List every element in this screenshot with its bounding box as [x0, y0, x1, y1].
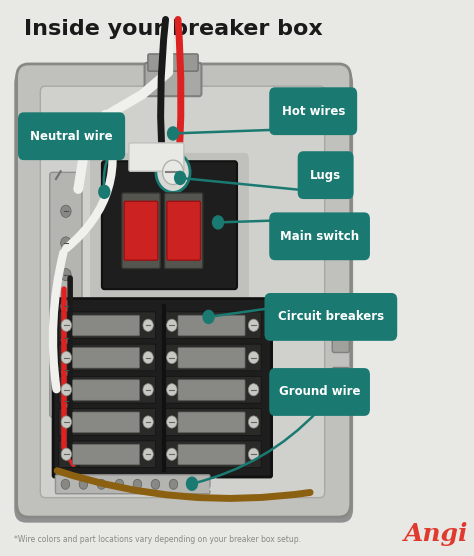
Circle shape	[61, 269, 71, 281]
Circle shape	[61, 319, 72, 331]
FancyBboxPatch shape	[59, 344, 155, 371]
Circle shape	[167, 384, 177, 396]
FancyBboxPatch shape	[129, 143, 184, 171]
FancyBboxPatch shape	[59, 312, 155, 339]
Text: *Wire colors and part locations vary depending on your breaker box setup.: *Wire colors and part locations vary dep…	[14, 535, 301, 544]
Circle shape	[79, 479, 88, 489]
Circle shape	[167, 448, 177, 460]
Circle shape	[61, 300, 71, 312]
FancyBboxPatch shape	[269, 368, 370, 416]
FancyBboxPatch shape	[178, 412, 245, 433]
FancyBboxPatch shape	[164, 312, 261, 339]
FancyBboxPatch shape	[17, 64, 351, 517]
FancyBboxPatch shape	[55, 475, 210, 494]
FancyBboxPatch shape	[73, 348, 139, 368]
FancyBboxPatch shape	[145, 63, 201, 96]
FancyBboxPatch shape	[14, 70, 353, 523]
Circle shape	[169, 479, 178, 489]
FancyBboxPatch shape	[148, 54, 198, 71]
FancyBboxPatch shape	[53, 299, 272, 477]
Circle shape	[61, 479, 70, 489]
Circle shape	[61, 364, 71, 376]
FancyBboxPatch shape	[164, 376, 261, 403]
Circle shape	[143, 416, 153, 428]
FancyBboxPatch shape	[73, 380, 139, 400]
Circle shape	[174, 171, 186, 185]
Circle shape	[143, 384, 153, 396]
FancyBboxPatch shape	[178, 315, 245, 336]
FancyBboxPatch shape	[90, 153, 249, 303]
Circle shape	[61, 448, 72, 460]
FancyBboxPatch shape	[164, 193, 203, 269]
FancyBboxPatch shape	[332, 368, 349, 408]
Circle shape	[248, 448, 259, 460]
Circle shape	[248, 384, 259, 396]
Circle shape	[98, 185, 110, 199]
FancyBboxPatch shape	[59, 409, 155, 435]
Circle shape	[212, 215, 224, 230]
FancyBboxPatch shape	[73, 412, 139, 433]
FancyBboxPatch shape	[269, 87, 357, 135]
Circle shape	[167, 351, 177, 364]
Circle shape	[143, 319, 153, 331]
FancyBboxPatch shape	[178, 380, 245, 400]
FancyBboxPatch shape	[73, 444, 139, 465]
Text: Inside your breaker box: Inside your breaker box	[24, 19, 322, 39]
FancyBboxPatch shape	[122, 193, 160, 269]
Circle shape	[163, 160, 183, 185]
Text: Lugs: Lugs	[310, 168, 341, 182]
Circle shape	[61, 416, 72, 428]
Circle shape	[143, 448, 153, 460]
Circle shape	[248, 416, 259, 428]
FancyBboxPatch shape	[18, 112, 125, 160]
Circle shape	[61, 351, 72, 364]
Circle shape	[186, 476, 198, 491]
FancyBboxPatch shape	[102, 161, 237, 289]
Circle shape	[115, 479, 124, 489]
FancyBboxPatch shape	[73, 315, 139, 336]
Circle shape	[133, 479, 142, 489]
FancyBboxPatch shape	[178, 444, 245, 465]
Circle shape	[151, 479, 160, 489]
FancyBboxPatch shape	[164, 409, 261, 435]
Text: Ground wire: Ground wire	[279, 385, 360, 399]
FancyBboxPatch shape	[332, 312, 349, 353]
FancyBboxPatch shape	[59, 376, 155, 403]
Text: Neutral wire: Neutral wire	[30, 130, 113, 143]
Circle shape	[167, 416, 177, 428]
Circle shape	[61, 332, 71, 344]
Circle shape	[202, 310, 215, 324]
Circle shape	[187, 479, 196, 489]
Circle shape	[97, 479, 106, 489]
FancyBboxPatch shape	[164, 441, 261, 468]
FancyBboxPatch shape	[264, 293, 397, 341]
Circle shape	[61, 237, 71, 249]
Text: Main switch: Main switch	[280, 230, 359, 243]
Circle shape	[61, 205, 71, 217]
Circle shape	[156, 152, 190, 192]
FancyBboxPatch shape	[164, 344, 261, 371]
Circle shape	[248, 351, 259, 364]
Text: Hot wires: Hot wires	[282, 105, 345, 118]
Text: Circuit breakers: Circuit breakers	[278, 310, 384, 324]
Circle shape	[61, 395, 71, 408]
Circle shape	[61, 384, 72, 396]
FancyBboxPatch shape	[59, 441, 155, 468]
FancyBboxPatch shape	[124, 201, 158, 260]
FancyBboxPatch shape	[40, 86, 325, 498]
FancyBboxPatch shape	[167, 201, 201, 260]
Text: Angi: Angi	[404, 522, 468, 546]
FancyBboxPatch shape	[178, 348, 245, 368]
Circle shape	[248, 319, 259, 331]
FancyBboxPatch shape	[298, 151, 354, 199]
Circle shape	[143, 351, 153, 364]
Circle shape	[167, 319, 177, 331]
Circle shape	[167, 126, 179, 141]
FancyBboxPatch shape	[50, 172, 82, 417]
FancyBboxPatch shape	[269, 212, 370, 260]
